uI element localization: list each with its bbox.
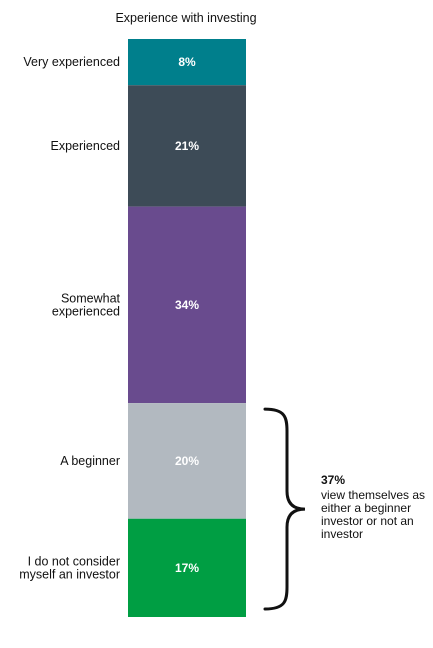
category-label-i-do-not-consider-myself-an-investor: I do not consider myself an investor: [19, 554, 120, 581]
bracket-annotation: 37% view themselves as either a beginner…: [321, 474, 433, 541]
data-label-somewhat-experienced: 34%: [175, 298, 199, 312]
chart-title: Experience with investing: [115, 11, 257, 25]
curly-bracket: [263, 407, 306, 611]
data-label-experienced: 21%: [175, 139, 199, 153]
category-label-experienced: Experienced: [51, 139, 121, 153]
bar-segment-i-do-not-consider-myself-an-investor: [128, 518, 246, 617]
annotation-text: view themselves as either a beginner inv…: [321, 488, 426, 541]
bar-segment-somewhat-experienced: [128, 206, 246, 404]
category-label-somewhat-experienced: Somewhat experienced: [52, 291, 121, 318]
category-labels: Very experienced Experienced Somewhat exper…: [19, 55, 120, 581]
bar-segments: 8% 21% 34% 20% 17%: [128, 39, 246, 617]
category-label-very-experienced: Very experienced: [23, 55, 120, 69]
data-label-very-experienced: 8%: [178, 55, 196, 69]
bar-segment-very-experienced: [128, 39, 246, 86]
data-label-i-do-not-consider-myself-an-investor: 17%: [175, 561, 199, 575]
bar-segment-experienced: [128, 85, 246, 207]
bracket: [263, 407, 306, 611]
annotation-value: 37%: [321, 473, 346, 487]
category-label-a-beginner: A beginner: [60, 454, 120, 468]
bar-segment-a-beginner: [128, 403, 246, 519]
data-label-a-beginner: 20%: [175, 454, 199, 468]
